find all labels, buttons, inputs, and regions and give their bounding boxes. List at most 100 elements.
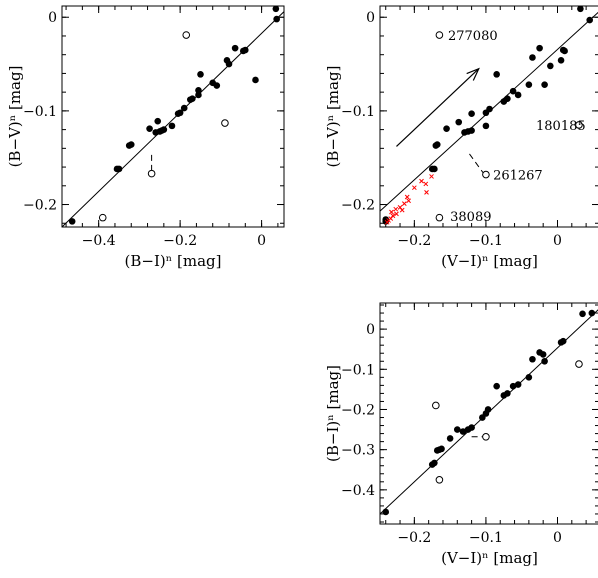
x-tick-label: −0.1 (469, 233, 503, 249)
data-point (529, 54, 536, 61)
y-tick-label: −0.2 (23, 198, 57, 214)
data-point (557, 57, 565, 64)
y-axis-label: (B−V)ⁿ [mag] (324, 66, 342, 168)
data-point (536, 44, 543, 52)
data-point (225, 60, 233, 68)
data-point (459, 428, 467, 435)
data-point (160, 126, 168, 133)
x-axis-label: (V−I)ⁿ [mag] (441, 549, 538, 567)
data-point (525, 81, 533, 88)
data-point (455, 118, 463, 126)
data-point-cross (423, 181, 429, 187)
data-point (438, 445, 445, 453)
x-tick-label: −0.4 (82, 233, 116, 249)
y-axis-label: (B−I)ⁿ [mag] (324, 365, 342, 462)
data-point (273, 15, 280, 23)
data-point (127, 141, 135, 148)
x-tick-label: −0.1 (469, 530, 503, 546)
data-point-open (147, 169, 156, 178)
data-point (443, 125, 450, 132)
data-point-open (435, 213, 444, 222)
data-point (588, 309, 596, 317)
data-point (525, 374, 533, 381)
data-point (168, 122, 176, 130)
y-axis-label: (B−V)ⁿ [mag] (6, 66, 24, 168)
data-point-open (432, 401, 440, 410)
dashed-connector (469, 153, 484, 173)
data-point (231, 44, 239, 52)
star-id-label: 277080 (448, 29, 498, 44)
x-axis-label: (B−I)ⁿ [mag] (125, 252, 222, 270)
data-point (453, 426, 461, 433)
star-id-label: 180185 (536, 119, 586, 134)
data-point (195, 91, 202, 99)
data-point (493, 382, 500, 390)
data-point-cross (424, 189, 429, 195)
y-tick-label: −0.2 (341, 198, 375, 214)
data-point (468, 424, 475, 431)
data-point-open (482, 433, 490, 441)
x-tick-label: −0.2 (397, 530, 431, 546)
x-tick-label: 0 (257, 233, 266, 249)
data-point (559, 337, 567, 345)
cross-stroke (390, 213, 396, 219)
fit-line (62, 11, 284, 227)
data-point-open (98, 213, 107, 222)
data-point (509, 382, 517, 390)
y-tick-label: 0 (366, 322, 375, 338)
data-point (382, 508, 390, 516)
data-point-cross (401, 201, 407, 206)
plot-frame (61, 5, 285, 228)
data-point (252, 76, 259, 84)
data-point (446, 435, 454, 442)
data-point-cross (399, 207, 405, 213)
cross-stroke (423, 181, 429, 187)
data-point-open (435, 476, 444, 484)
data-point-open (482, 170, 490, 179)
data-point (189, 95, 196, 103)
data-point (493, 71, 500, 78)
data-point (514, 91, 522, 99)
cross-stroke (397, 204, 403, 210)
data-point (115, 165, 123, 173)
data-point (484, 406, 492, 413)
cross-stroke (393, 206, 399, 212)
data-point (504, 390, 511, 397)
data-point-cross (429, 174, 434, 179)
data-point (514, 381, 522, 388)
data-point (195, 86, 202, 94)
data-point (213, 82, 221, 89)
data-point (561, 47, 568, 55)
y-tick-label: −0.2 (341, 402, 375, 418)
cross-stroke (394, 211, 399, 217)
data-point (431, 459, 438, 467)
reddening-arrow (396, 68, 480, 147)
data-point-cross (389, 209, 394, 215)
cross-stroke (424, 189, 429, 195)
y-tick-label: −0.1 (341, 362, 375, 378)
y-tick-label: 0 (48, 10, 57, 26)
plot-frame (379, 302, 598, 525)
data-point-open (575, 121, 583, 129)
x-tick-label: 0 (553, 233, 562, 249)
star-id-label: 261267 (493, 169, 543, 184)
data-point (468, 110, 475, 117)
data-point (272, 5, 280, 13)
plot-frame (379, 5, 598, 228)
data-point (68, 218, 76, 225)
data-point (529, 355, 536, 363)
data-point (482, 122, 490, 130)
data-point (180, 104, 188, 112)
y-tick-label: −0.4 (341, 483, 375, 499)
data-point (504, 95, 511, 103)
data-point (547, 62, 554, 70)
cross-stroke (429, 174, 434, 179)
data-point (541, 357, 548, 365)
reddening-arrow-head (466, 67, 480, 81)
data-point-cross (406, 198, 411, 204)
cross-stroke (389, 209, 394, 215)
cross-stroke (399, 207, 405, 213)
panel-2: −0.2 −0.1 0 0 −0.1 −0.2 (V−I)ⁿ [mag] (B−V)ⁿ [ma… (324, 5, 598, 270)
x-tick-label: 0 (553, 530, 562, 546)
data-point (486, 105, 493, 113)
